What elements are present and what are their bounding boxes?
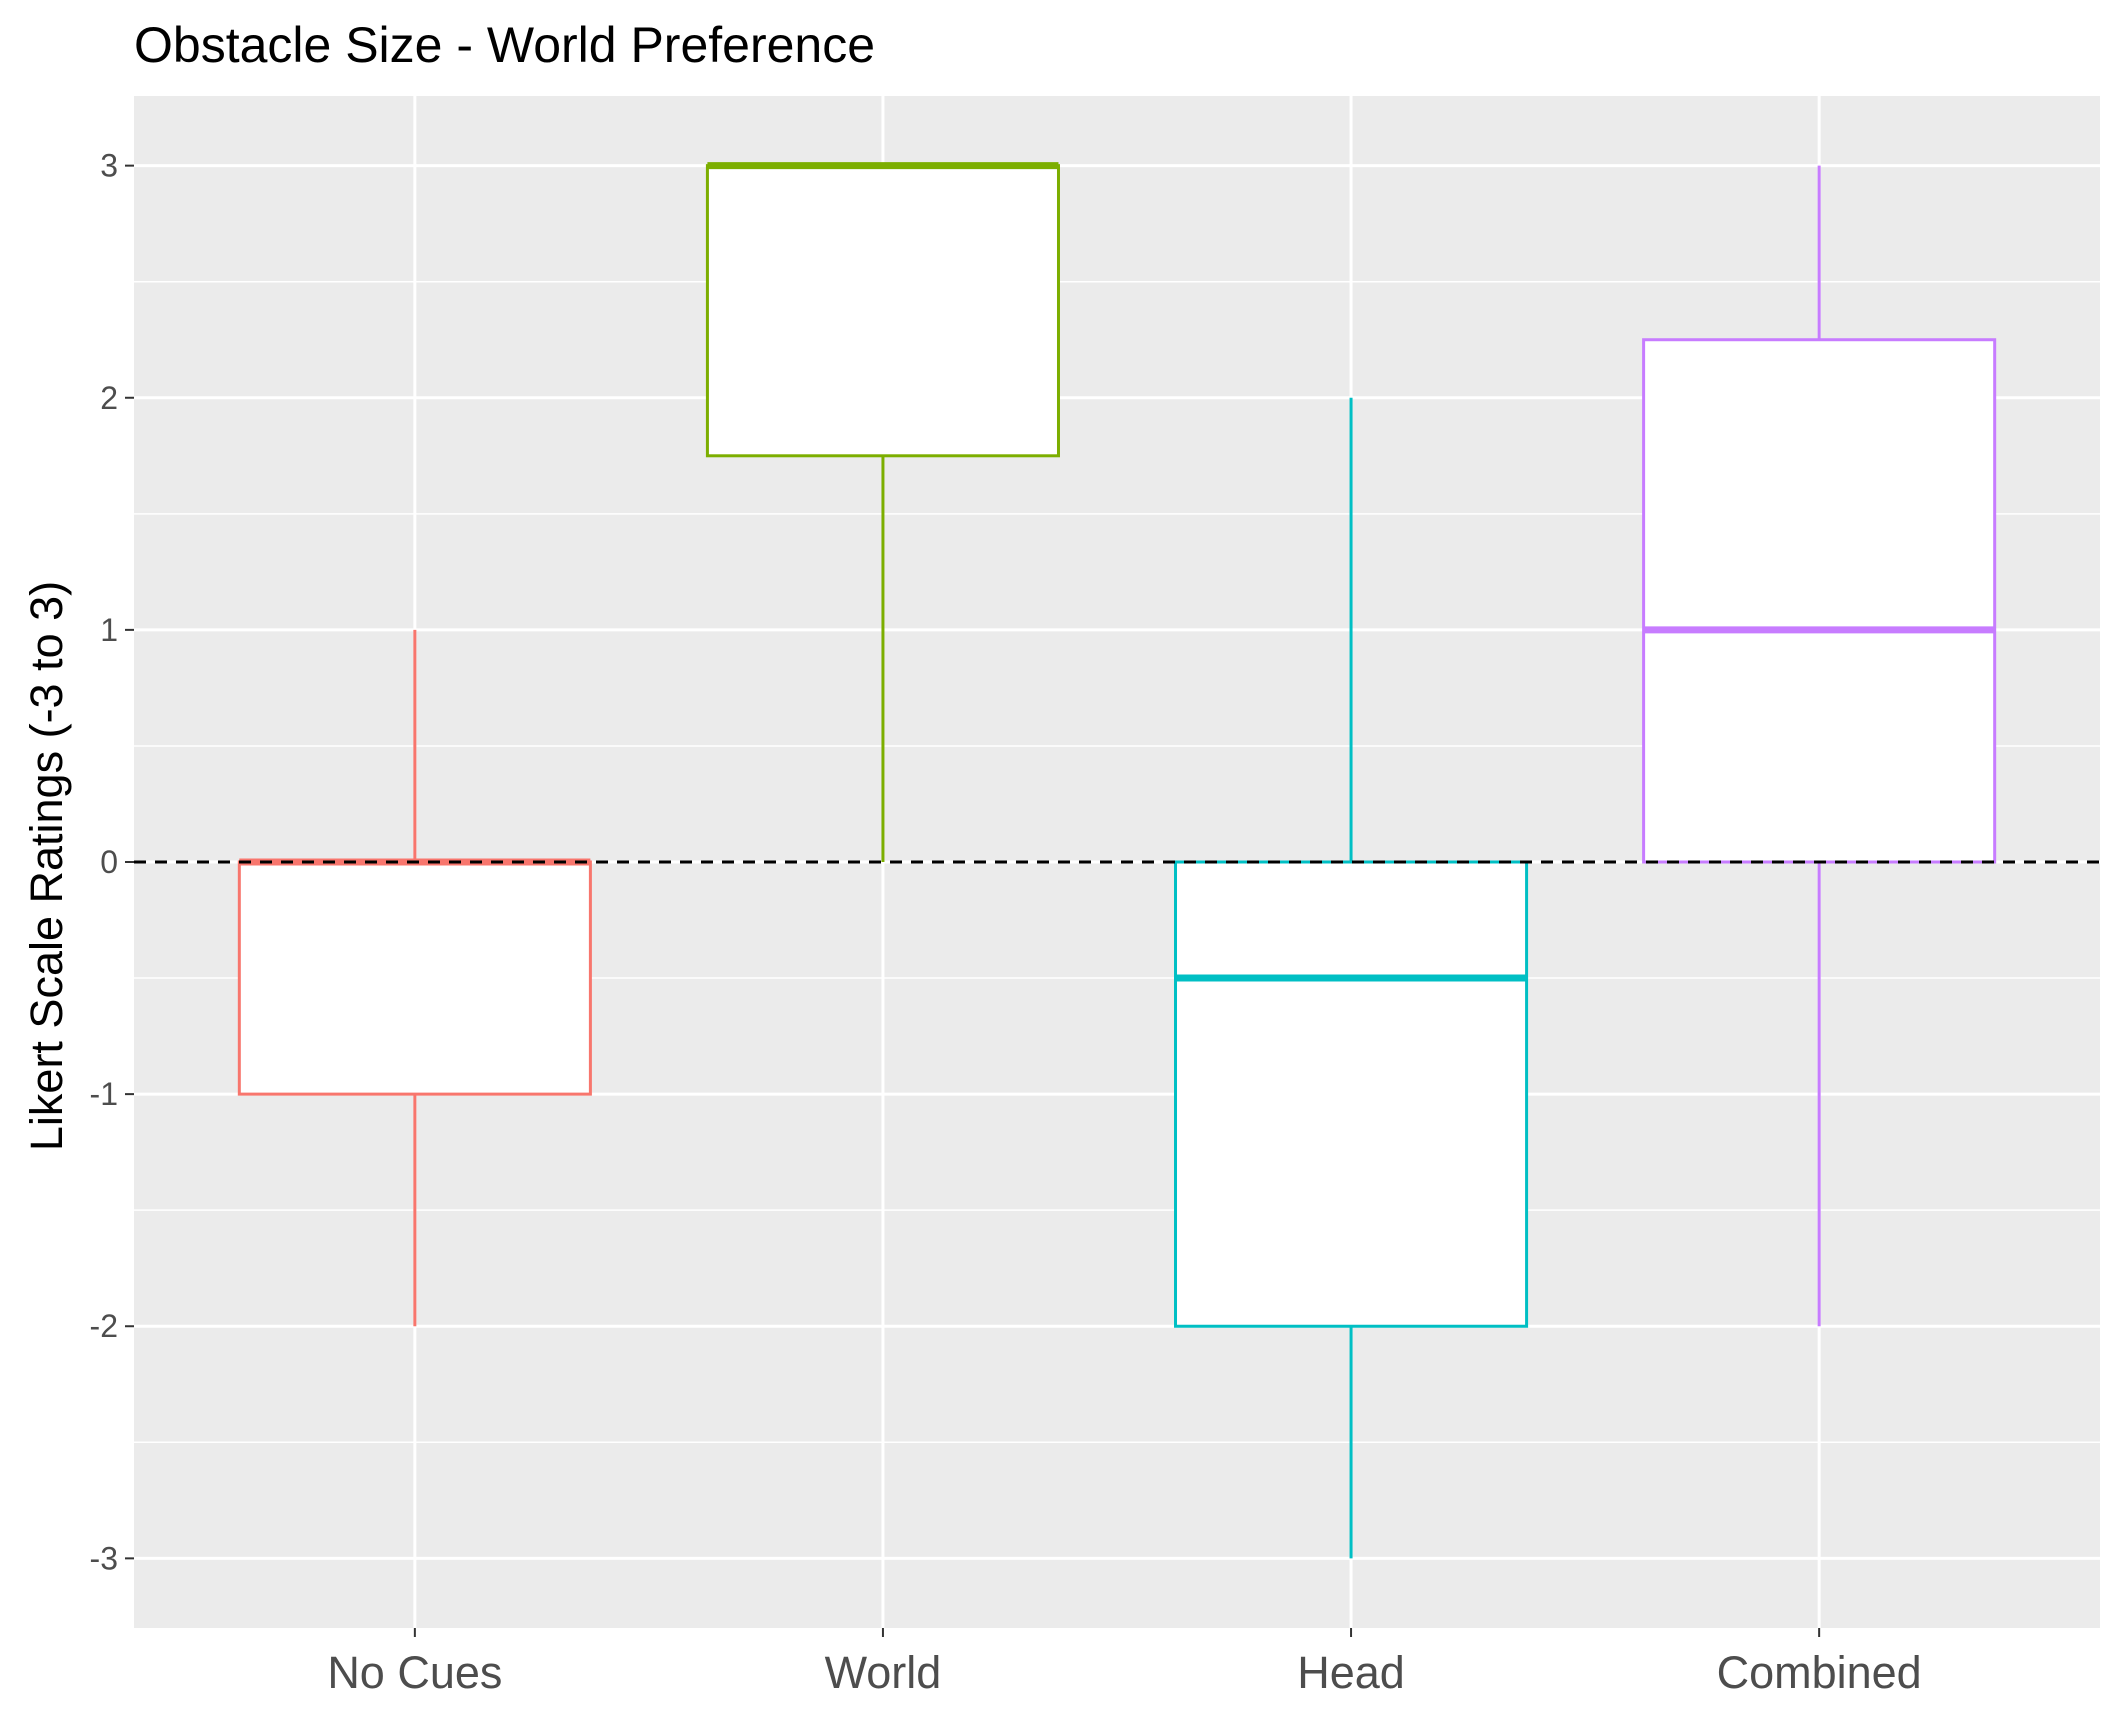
chart-title: Obstacle Size - World Preference [134, 17, 875, 73]
box-iqr [237, 860, 592, 1096]
y-tick-label: 1 [100, 612, 118, 648]
box-combined [1642, 165, 1997, 1327]
boxes-layer [237, 162, 1997, 1559]
y-tick-label: 0 [100, 844, 118, 880]
box-iqr [1174, 860, 1529, 1328]
y-tick-label: 3 [100, 148, 118, 184]
box-iqr [705, 164, 1060, 458]
box-no-cues [237, 629, 592, 1327]
y-tick-label: -2 [90, 1308, 118, 1344]
x-tick-label: No Cues [327, 1647, 502, 1698]
x-tick-label: World [825, 1647, 942, 1698]
box-head [1174, 397, 1529, 1559]
box-world [705, 162, 1060, 862]
y-tick-label: -1 [90, 1076, 118, 1112]
box-iqr [1642, 338, 1997, 864]
x-axis-ticks: No Cues World Head Combined [327, 1628, 1922, 1698]
y-tick-label: -3 [90, 1540, 118, 1576]
x-tick-label: Head [1297, 1647, 1405, 1698]
y-axis-ticks: 3 2 1 0 -1 -2 -3 [90, 148, 134, 1576]
y-tick-label: 2 [100, 380, 118, 416]
x-tick-label: Combined [1717, 1647, 1922, 1698]
y-axis-label: Likert Scale Ratings (-3 to 3) [21, 581, 72, 1151]
